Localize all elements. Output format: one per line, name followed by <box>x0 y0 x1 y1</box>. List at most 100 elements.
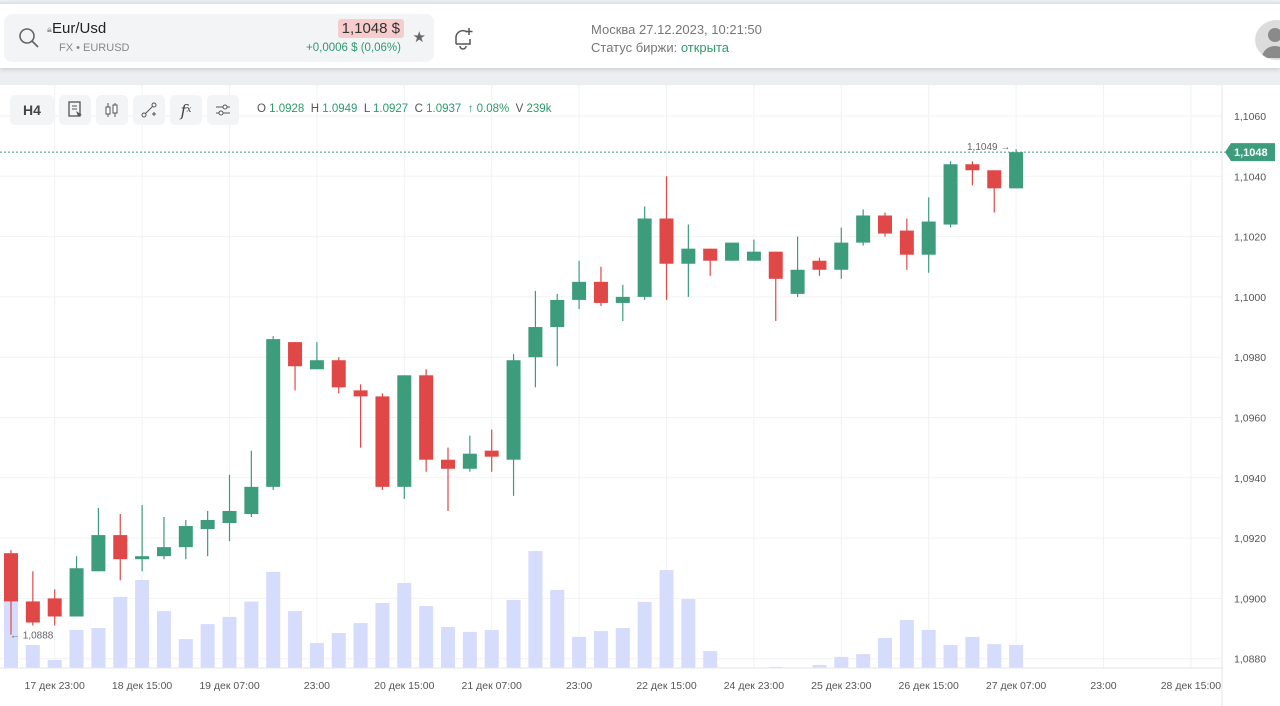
candle-body <box>681 248 696 264</box>
candle-body <box>790 269 805 294</box>
volume-bar <box>1009 644 1024 668</box>
candle-body <box>703 248 718 261</box>
x-tick-label: 17 дек 23:00 <box>25 680 86 692</box>
volume-bar <box>91 628 106 668</box>
volume-bar <box>156 611 171 668</box>
x-tick-label: 23:00 <box>304 680 330 692</box>
y-tick-label: 1,0920 <box>1234 533 1266 545</box>
volume-bar <box>681 599 696 668</box>
candle-body <box>244 486 259 514</box>
volume-bar <box>572 636 587 668</box>
volume-bar <box>965 636 980 668</box>
candle-body <box>746 251 761 261</box>
volume-bar <box>878 638 892 668</box>
volume-bar <box>812 664 827 668</box>
y-tick-label: 1,1040 <box>1234 171 1266 183</box>
candle-body <box>943 164 958 225</box>
volume-bar <box>593 631 608 668</box>
low-marker: ← 1,0888 <box>10 631 54 642</box>
change-value: ↑ 0.08% <box>467 103 510 115</box>
search-icon[interactable] <box>18 27 40 49</box>
fx-label: f <box>180 100 187 120</box>
volume-bar <box>462 631 477 668</box>
settings-sliders-icon[interactable] <box>207 95 239 125</box>
x-tick-label: 28 дек 15:00 <box>1161 680 1222 692</box>
x-tick-label: 23:00 <box>1090 680 1116 692</box>
candle-body <box>921 221 936 255</box>
status-value: открыта <box>680 40 730 55</box>
volume-bar <box>441 626 455 668</box>
candle-body <box>353 390 368 397</box>
x-tick-label: 22 дек 15:00 <box>636 680 697 692</box>
y-tick-label: 1,1020 <box>1234 232 1266 244</box>
candles-type-icon[interactable] <box>96 95 128 125</box>
chart-notes-icon[interactable] <box>59 95 91 125</box>
volume-bar <box>309 643 324 668</box>
y-tick-label: 1,1000 <box>1234 292 1266 304</box>
avatar[interactable] <box>1255 20 1280 60</box>
volume-bar <box>834 656 849 668</box>
candle-body <box>659 218 674 264</box>
volume-bar <box>484 629 499 668</box>
candle-body <box>878 215 892 234</box>
ohlc-legend: O 1.0928 H 1.0949 L 1.0927 C 1.0937 ↑ 0.… <box>257 103 551 115</box>
candle-body <box>812 260 827 270</box>
volume-bar <box>899 619 914 668</box>
volume-bar <box>528 551 543 668</box>
volume-bar <box>375 603 390 668</box>
candle-body <box>69 568 84 617</box>
candle-body <box>506 360 521 460</box>
y-tick-label: 1,0900 <box>1234 593 1266 605</box>
volume-bar <box>659 569 674 668</box>
close-label: C <box>414 103 423 115</box>
volume-bar <box>135 579 150 668</box>
candle-body <box>1009 152 1024 189</box>
x-tick-label: 21 дек 07:00 <box>462 680 523 692</box>
volume-bar <box>943 644 958 668</box>
candle-body <box>375 396 390 487</box>
user-icon <box>1262 28 1280 58</box>
candle-body <box>222 510 237 524</box>
price-change: +0,0006 $ (0,06%) <box>306 42 401 54</box>
volume-bar <box>703 651 718 668</box>
exchange-datetime: Москва 27.12.2023, 10:21:50 <box>591 22 762 37</box>
volume-label: V <box>515 103 524 115</box>
ticker-card[interactable]: 🔒︎ Eur/Usd FX • EURUSD 1,1048 $ +0,0006 … <box>4 14 434 62</box>
candle-body <box>200 520 215 530</box>
volume-bar <box>113 596 128 668</box>
candle-body <box>725 242 740 261</box>
candle-body <box>768 251 783 279</box>
volume-bar <box>987 644 1002 668</box>
candle-body <box>528 327 543 358</box>
interval-button[interactable]: H4 <box>10 95 54 125</box>
volume-bar <box>331 633 346 668</box>
volume-bar <box>178 639 193 668</box>
y-tick-label: 1,0880 <box>1234 654 1266 666</box>
candle-body <box>135 556 150 560</box>
candle-body <box>593 281 608 303</box>
bell-plus-icon[interactable] <box>452 26 474 50</box>
candle-body <box>178 526 193 548</box>
volume-bar <box>419 606 434 668</box>
candle-body <box>266 339 281 487</box>
candle-body <box>419 375 434 460</box>
x-tick-label: 23:00 <box>566 680 592 692</box>
close-value: 1.0937 <box>426 103 462 115</box>
volume-bar <box>25 644 40 668</box>
x-tick-label: 18 дек 15:00 <box>112 680 173 692</box>
candle-body <box>462 453 477 469</box>
y-tick-label: 1,0960 <box>1234 413 1266 425</box>
top-bar: 🔒︎ Eur/Usd FX • EURUSD 1,1048 $ +0,0006 … <box>0 2 1280 68</box>
candle-body <box>572 281 587 300</box>
open-label: O <box>257 103 266 115</box>
drawing-tool-icon[interactable] <box>133 95 165 125</box>
low-label: L <box>363 103 370 115</box>
candle-body <box>987 170 1002 189</box>
candle-body <box>484 450 499 457</box>
last-price-badge <box>1225 143 1275 162</box>
candle-body <box>156 547 171 557</box>
favorite-star-icon[interactable]: ★ <box>412 29 426 46</box>
candle-body <box>91 535 106 572</box>
